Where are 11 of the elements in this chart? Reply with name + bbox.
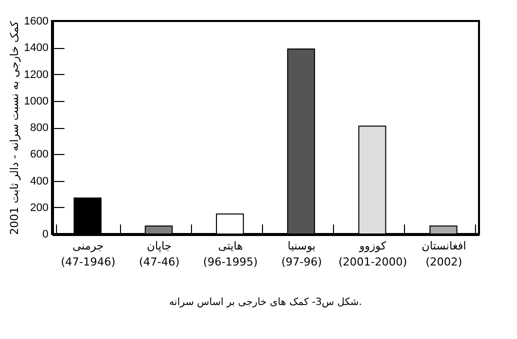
y-tick-label: 400 <box>30 175 48 188</box>
y-tick-label: 1400 <box>24 42 48 54</box>
y-tick-label: 1000 <box>24 95 48 108</box>
y-tick-label: 0 <box>42 228 48 240</box>
y-tick-label: 1600 <box>24 16 48 28</box>
y-tick-label: 1200 <box>24 68 48 81</box>
text: شکل س3- کمک های خارجی بر اساس سرانه. <box>169 297 362 308</box>
y-axis-title: کمک خارجی به نسبت سرانه - دالر ثابت 2001 <box>8 20 22 235</box>
y-tick-label: 600 <box>30 148 48 161</box>
y-tick-label: 200 <box>30 202 48 214</box>
y-tick-label: 800 <box>30 122 48 134</box>
